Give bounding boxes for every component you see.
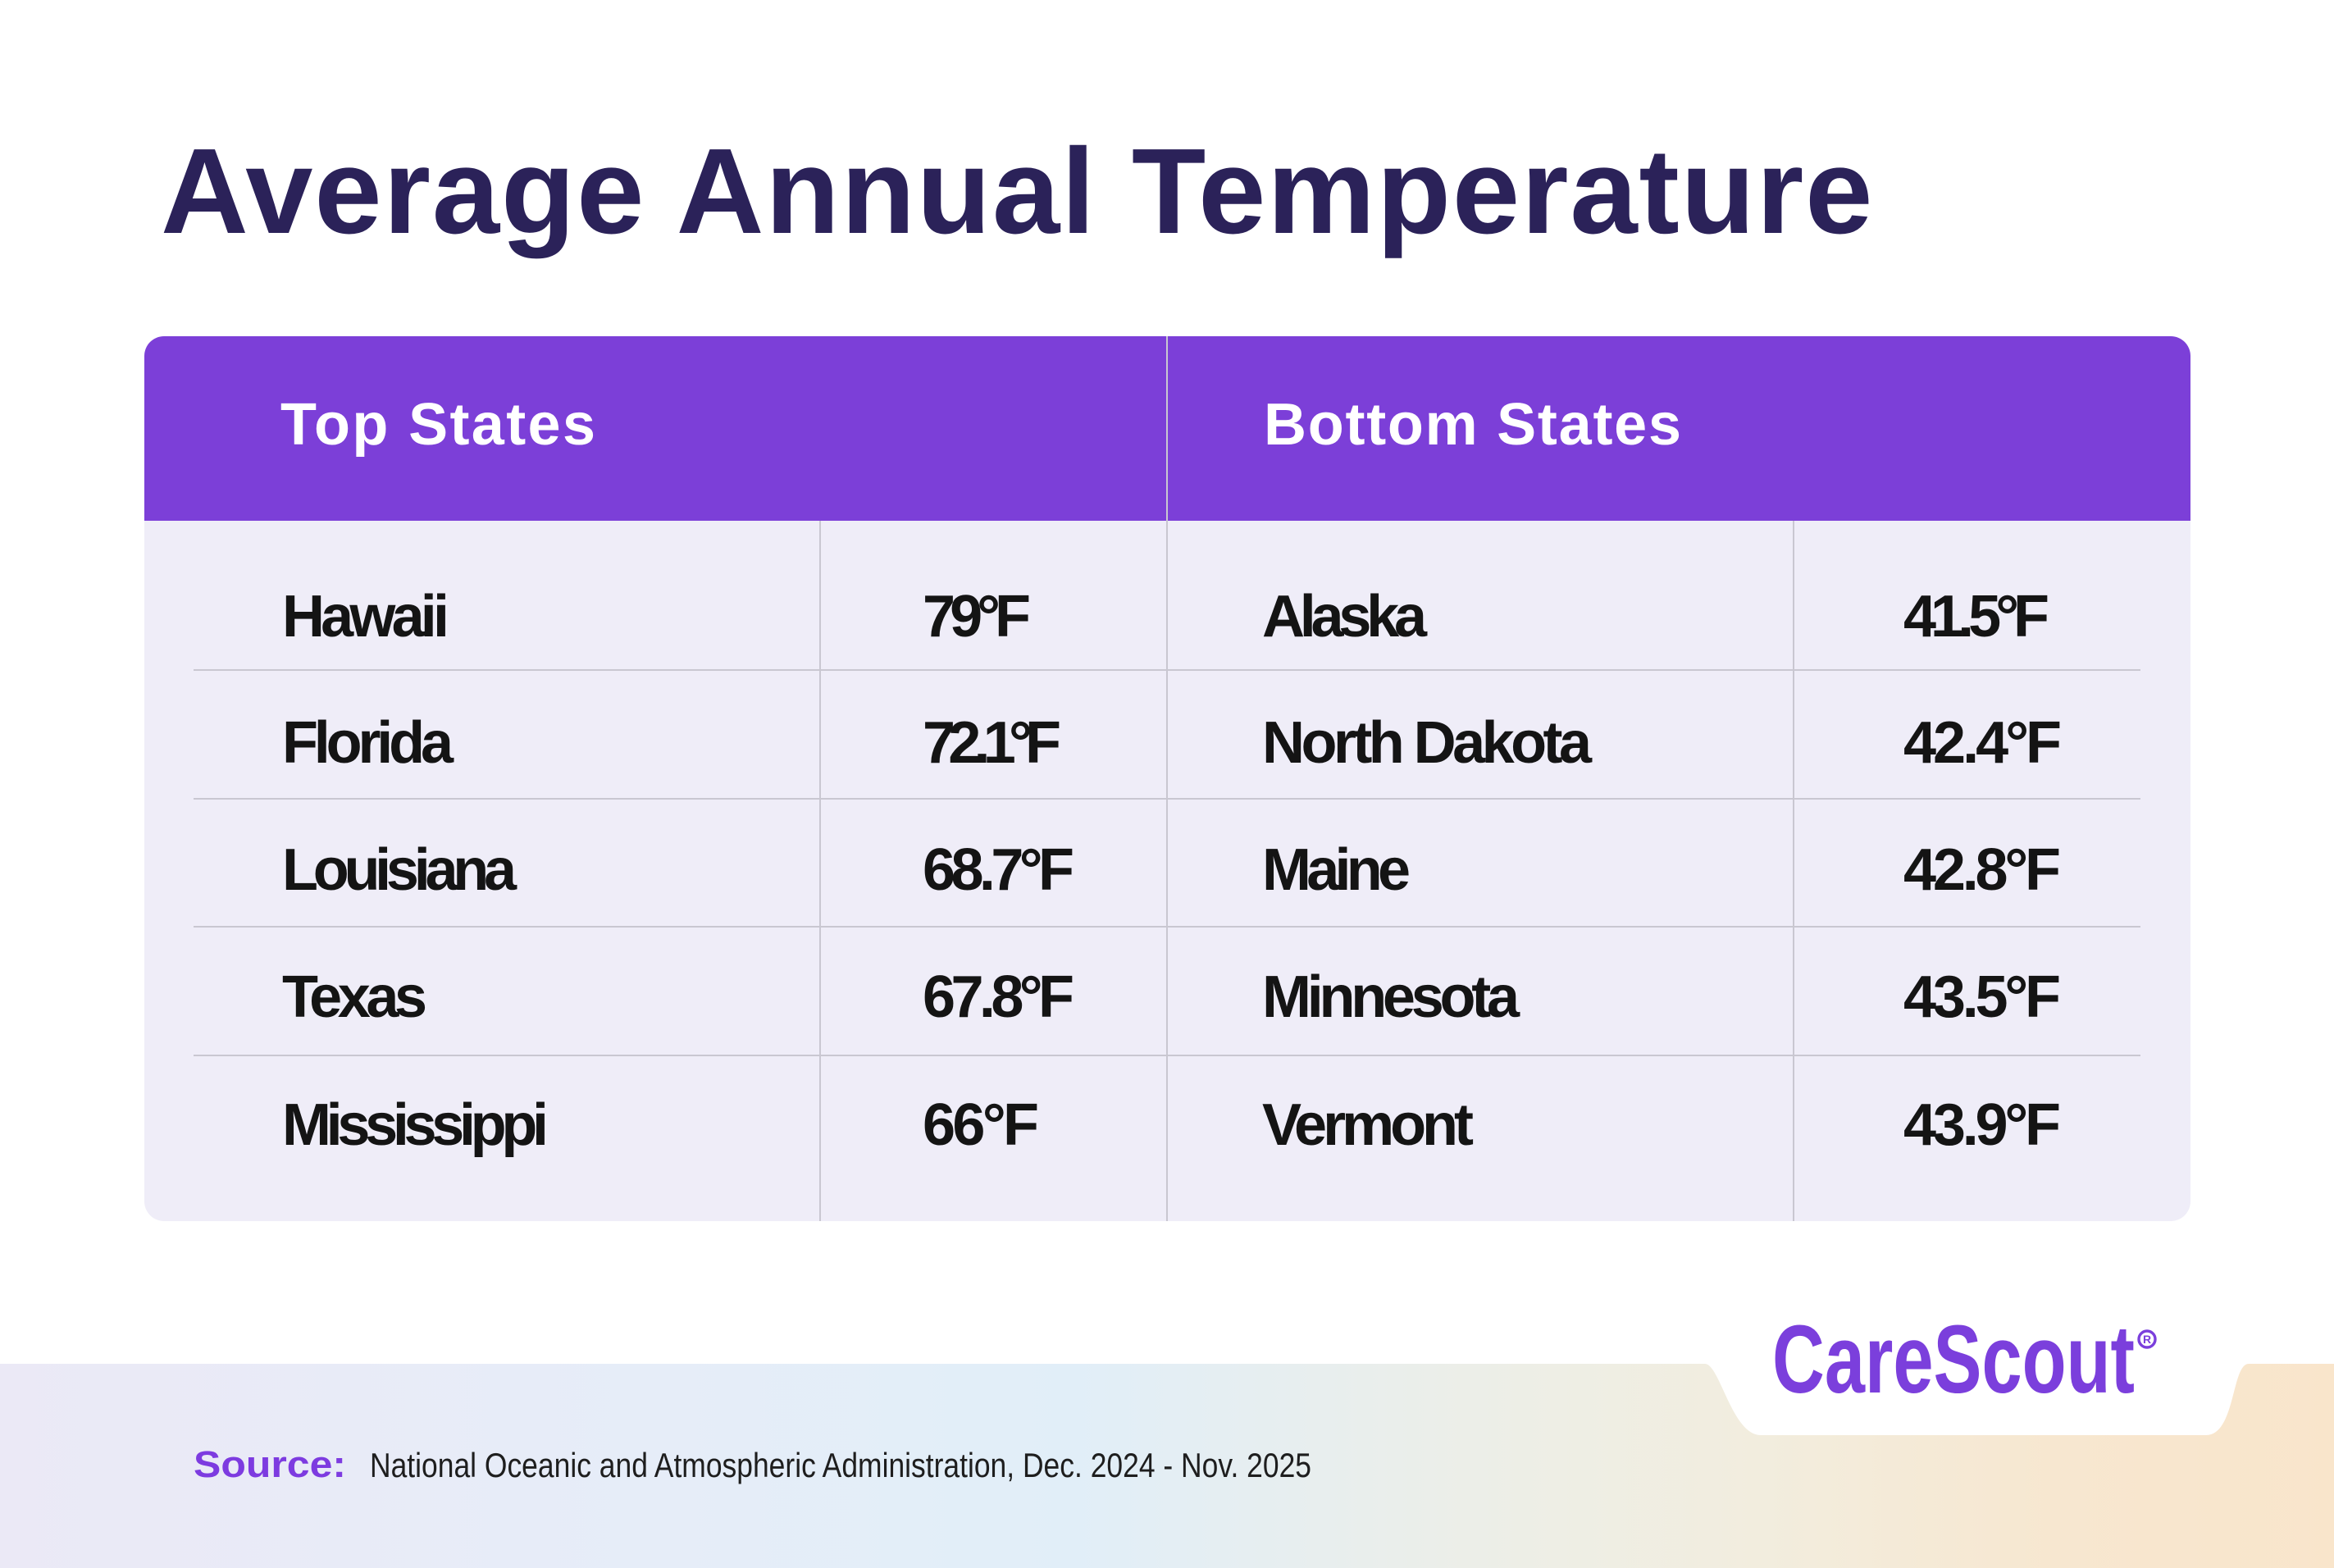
svg-text:CareScout: CareScout <box>1772 1309 2135 1407</box>
svg-text:Source:: Source: <box>194 1443 346 1485</box>
svg-text:Alaska: Alaska <box>1262 584 1428 650</box>
svg-text:Louisiana: Louisiana <box>282 837 517 903</box>
svg-text:72.1°F: 72.1°F <box>923 710 1061 776</box>
svg-text:79°F: 79°F <box>923 584 1031 650</box>
svg-text:67.8°F: 67.8°F <box>923 964 1074 1030</box>
svg-text:43.5°F: 43.5°F <box>1903 964 2061 1030</box>
svg-text:Florida: Florida <box>282 710 454 776</box>
svg-text:42.4°F: 42.4°F <box>1903 710 2062 776</box>
svg-text:42.8°F: 42.8°F <box>1903 837 2061 903</box>
svg-text:North Dakota: North Dakota <box>1262 710 1593 776</box>
svg-text:Mississippi: Mississippi <box>282 1092 549 1158</box>
svg-text:National Oceanic and Atmospher: National Oceanic and Atmospheric Adminis… <box>370 1446 1311 1484</box>
svg-text:Vermont: Vermont <box>1262 1092 1474 1158</box>
svg-text:Bottom States: Bottom States <box>1264 392 1681 458</box>
svg-text:Top States: Top States <box>280 392 595 458</box>
svg-text:43.9°F: 43.9°F <box>1903 1092 2061 1158</box>
svg-text:Minnesota: Minnesota <box>1262 964 1520 1030</box>
svg-text:Hawaii: Hawaii <box>282 584 449 650</box>
svg-text:66°F: 66°F <box>923 1092 1039 1158</box>
svg-text:Texas: Texas <box>282 964 427 1030</box>
svg-text:Maine: Maine <box>1262 837 1411 903</box>
svg-text:68.7°F: 68.7°F <box>923 837 1074 903</box>
svg-text:R: R <box>2143 1333 2151 1346</box>
svg-text:41.5°F: 41.5°F <box>1903 584 2049 650</box>
